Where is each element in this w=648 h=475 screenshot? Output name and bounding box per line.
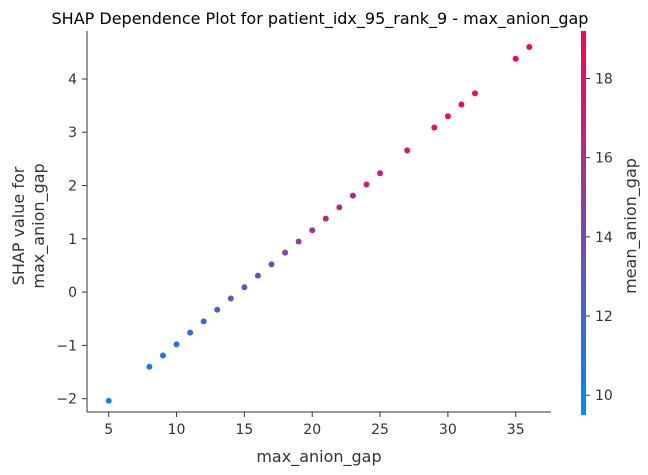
data-point [472, 90, 479, 97]
y-tick-label: 4 [68, 72, 77, 88]
y-ticks: −2 −1 0 1 2 3 4 [56, 72, 87, 408]
data-point [526, 43, 533, 50]
scatter-points [105, 43, 533, 404]
data-point [512, 55, 519, 62]
colorbar-ticks: 10 12 14 16 18 [586, 72, 613, 404]
x-tick-label: 30 [439, 422, 457, 438]
data-point [187, 329, 194, 336]
y-axis-label: SHAP value for max_anion_gap [9, 163, 49, 288]
y-tick-label: 3 [68, 125, 77, 141]
data-point [444, 113, 451, 120]
data-point [105, 397, 112, 404]
x-tick-label: 5 [104, 422, 113, 438]
data-point [200, 318, 207, 325]
colorbar: 10 12 14 16 18 [581, 31, 613, 415]
data-point [159, 352, 166, 359]
x-axis-label: max_anion_gap [256, 447, 381, 467]
data-point [282, 249, 289, 256]
data-point [241, 284, 248, 291]
x-tick-label: 35 [507, 422, 525, 438]
data-point [268, 261, 275, 268]
data-point [377, 170, 384, 177]
data-point [322, 215, 329, 222]
x-tick-label: 25 [371, 422, 389, 438]
data-point [295, 238, 302, 245]
y-tick-label: −1 [56, 338, 77, 354]
colorbar-tick-label: 12 [595, 309, 613, 325]
colorbar-tick-label: 16 [595, 151, 613, 167]
x-tick-label: 10 [168, 422, 186, 438]
data-point [254, 272, 261, 279]
y-tick-label: 1 [68, 232, 77, 248]
data-point [309, 227, 316, 234]
y-tick-label: 0 [68, 285, 77, 301]
data-point [146, 363, 153, 370]
data-point [363, 181, 370, 188]
data-point [214, 306, 221, 313]
data-point [173, 341, 180, 348]
data-point [227, 295, 234, 302]
y-axis-label-line-1: SHAP value for [9, 166, 28, 285]
data-point [404, 147, 411, 154]
x-tick-label: 15 [235, 422, 253, 438]
data-point [336, 204, 343, 211]
chart-title: SHAP Dependence Plot for patient_idx_95_… [52, 9, 589, 29]
y-tick-label: −2 [56, 392, 77, 408]
colorbar-tick-label: 10 [595, 388, 613, 404]
y-tick-label: 2 [68, 179, 77, 195]
x-tick-label: 20 [303, 422, 321, 438]
colorbar-tick-label: 18 [595, 72, 613, 88]
colorbar-label: mean_anion_gap [621, 158, 641, 294]
plot-area: 5 10 15 20 25 30 35 −2 −1 0 1 2 3 4 [56, 31, 551, 438]
data-point [349, 192, 356, 199]
y-axis-label-line-2: max_anion_gap [29, 163, 49, 288]
data-point [431, 124, 438, 131]
x-ticks: 5 10 15 20 25 30 35 [104, 412, 525, 438]
colorbar-tick-label: 14 [595, 230, 613, 246]
colorbar-gradient [581, 31, 586, 415]
data-point [458, 101, 465, 108]
